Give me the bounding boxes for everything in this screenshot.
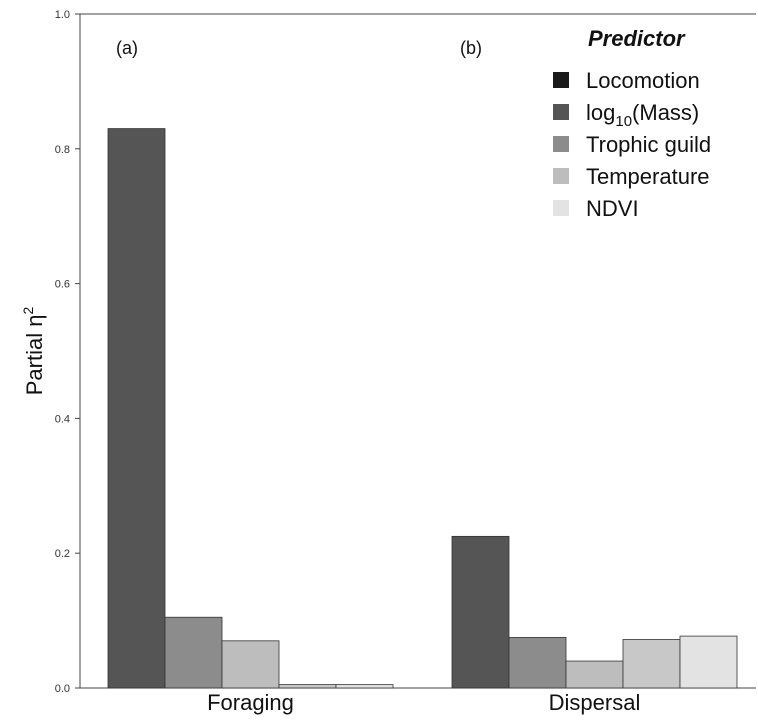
- y-tick-label: 0.0: [55, 683, 70, 695]
- panel-label: (b): [460, 38, 482, 58]
- x-category-label: Dispersal: [549, 690, 641, 715]
- legend-label: Trophic guild: [586, 132, 711, 157]
- y-tick-label: 0.4: [55, 413, 70, 425]
- bar-foraging-4: [335, 684, 394, 689]
- legend-swatch: [553, 168, 569, 184]
- bar-dispersal-2: [565, 660, 624, 689]
- legend-title: Predictor: [588, 26, 686, 51]
- legend-label-part: (Mass): [632, 100, 699, 125]
- bar-dispersal-4: [679, 635, 738, 689]
- bar-foraging-2: [221, 640, 280, 689]
- y-tick-label: 1.0: [55, 9, 70, 21]
- legend-label: Temperature: [586, 164, 710, 189]
- y-axis-title-superscript: 2: [20, 307, 36, 315]
- legend-label-part: 10: [615, 113, 632, 130]
- bar-dispersal-0: [451, 535, 510, 689]
- y-tick-label: 0.6: [55, 279, 70, 291]
- y-axis-title: Partial η2: [20, 307, 47, 396]
- y-axis-title-main: Partial η: [22, 315, 47, 396]
- bar-dispersal-3: [622, 639, 681, 689]
- bars: [107, 128, 738, 689]
- legend-swatch: [553, 104, 569, 120]
- bar-dispersal-1: [508, 637, 567, 689]
- legend-swatch: [553, 136, 569, 152]
- x-category-label: Foraging: [207, 690, 294, 715]
- panel-label: (a): [116, 38, 138, 58]
- legend-swatch: [553, 200, 569, 216]
- legend-label-part: log: [586, 100, 615, 125]
- legend-label: log10(Mass): [586, 100, 699, 130]
- y-tick-label: 0.2: [55, 548, 70, 560]
- bar-foraging-0: [107, 128, 166, 689]
- legend-swatch: [553, 72, 569, 88]
- y-tick-label: 0.8: [55, 144, 70, 156]
- bar-foraging-1: [164, 616, 223, 689]
- legend-label: Locomotion: [586, 68, 700, 93]
- labels: Partial η2 Foraging (a) Dispersal (b): [20, 38, 640, 715]
- legend-label: NDVI: [586, 196, 639, 221]
- bar-foraging-3: [278, 684, 337, 689]
